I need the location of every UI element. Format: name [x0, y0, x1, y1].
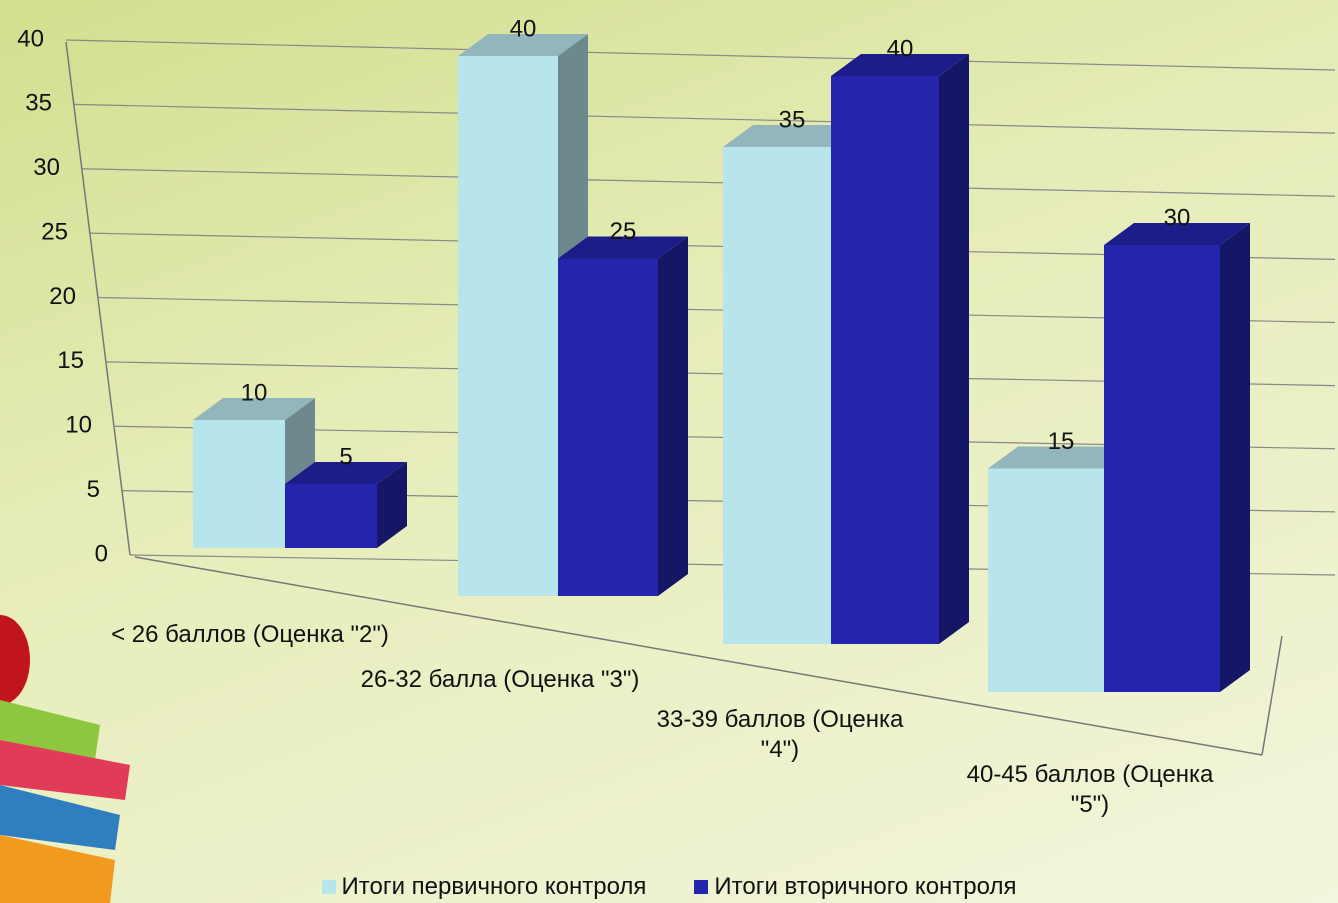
bar-front	[285, 484, 377, 548]
bar-front	[193, 420, 285, 548]
legend-label: Итоги вторичного контроля	[714, 873, 1016, 900]
page: 0 5 10 15 20 25 30 35 40 10 5 40 25 35 40 15 30 < 26 бал…	[0, 0, 1338, 903]
grid-line	[74, 104, 1335, 133]
data-label: 40	[887, 35, 914, 62]
books-decoration	[0, 615, 130, 903]
grid-line	[66, 40, 1335, 70]
data-label: 5	[339, 443, 352, 470]
legend: Итоги первичного контроля Итоги вторичног…	[0, 873, 1338, 901]
bar-front	[723, 147, 831, 644]
data-label: 10	[241, 379, 268, 406]
bar-front	[558, 259, 658, 597]
grid-line	[82, 169, 1335, 197]
x-tick-label: 40-45 баллов (Оценка "5")	[950, 760, 1230, 820]
y-tick-label: 10	[65, 412, 92, 439]
legend-item: Итоги вторичного контроля	[694, 873, 1016, 901]
y-tick-label: 15	[57, 347, 84, 374]
bar-side	[1220, 223, 1250, 692]
bar-front	[458, 56, 558, 596]
apple	[0, 615, 30, 705]
data-label: 40	[510, 15, 537, 42]
x-tick-label: < 26 баллов (Оценка "2")	[110, 620, 390, 650]
bar	[1104, 223, 1250, 692]
bar-side	[939, 54, 969, 644]
bar	[558, 237, 688, 597]
y-tick-label: 20	[49, 283, 76, 310]
y-tick-label: 40	[17, 25, 44, 52]
x-tick-label: 26-32 балла (Оценка "3")	[360, 665, 640, 695]
bar-front	[831, 76, 939, 644]
data-label: 35	[779, 106, 806, 133]
data-label: 30	[1164, 204, 1191, 231]
bar-front	[1104, 245, 1220, 692]
legend-swatch	[694, 880, 708, 894]
legend-item: Итоги первичного контроля	[322, 873, 647, 901]
y-tick-label: 0	[95, 540, 108, 567]
legend-label: Итоги первичного контроля	[342, 873, 647, 900]
data-label: 15	[1048, 428, 1075, 455]
y-tick-label: 25	[41, 218, 68, 245]
legend-swatch	[322, 880, 336, 894]
bar	[285, 462, 407, 548]
bar-front	[988, 469, 1104, 693]
y-tick-label: 35	[25, 90, 52, 117]
y-tick-label: 30	[33, 154, 60, 181]
floor-edge	[1262, 636, 1282, 755]
x-tick-label: 33-39 баллов (Оценка "4")	[640, 705, 920, 765]
data-label: 25	[610, 218, 637, 245]
bar	[831, 54, 969, 644]
y-tick-label: 5	[87, 476, 100, 503]
bar-side	[658, 237, 688, 597]
